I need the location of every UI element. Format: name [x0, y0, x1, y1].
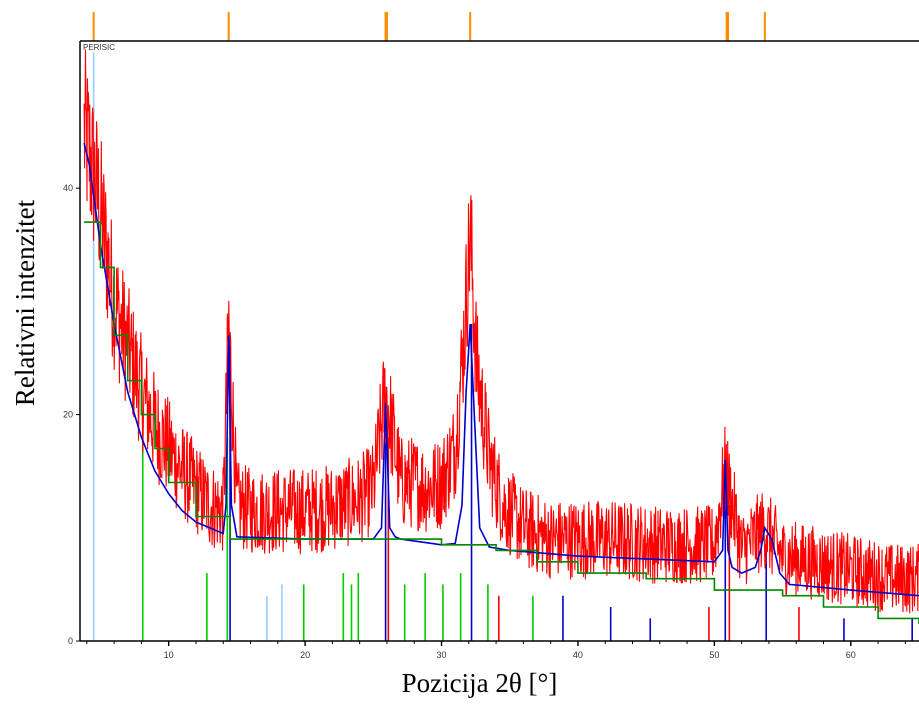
x-tick-label: 60: [846, 650, 856, 660]
x-tick-label: 40: [573, 650, 583, 660]
x-tick-label: 10: [164, 650, 174, 660]
y-tick-label: 40: [63, 183, 73, 193]
x-tick-label: 20: [300, 650, 310, 660]
plot-area: [83, 49, 919, 641]
background-series: [84, 221, 919, 624]
x-tick-label: 30: [437, 650, 447, 660]
y-tick-label: 20: [63, 410, 73, 420]
x-tick-label: 50: [709, 650, 719, 660]
y-tick-label: 0: [68, 636, 73, 646]
sample-label: PERISIC: [83, 43, 115, 52]
reference-peak-markers: [92, 12, 766, 41]
x-axis-label: Pozicija 2θ [°]: [401, 668, 558, 698]
axis-ticks: 10 20 30 40 50 60 0 20 40: [63, 183, 906, 660]
fit-series: [83, 142, 919, 597]
y-axis-label: Relativni intenzitet: [10, 199, 40, 407]
observed-pattern-series: [83, 49, 919, 614]
